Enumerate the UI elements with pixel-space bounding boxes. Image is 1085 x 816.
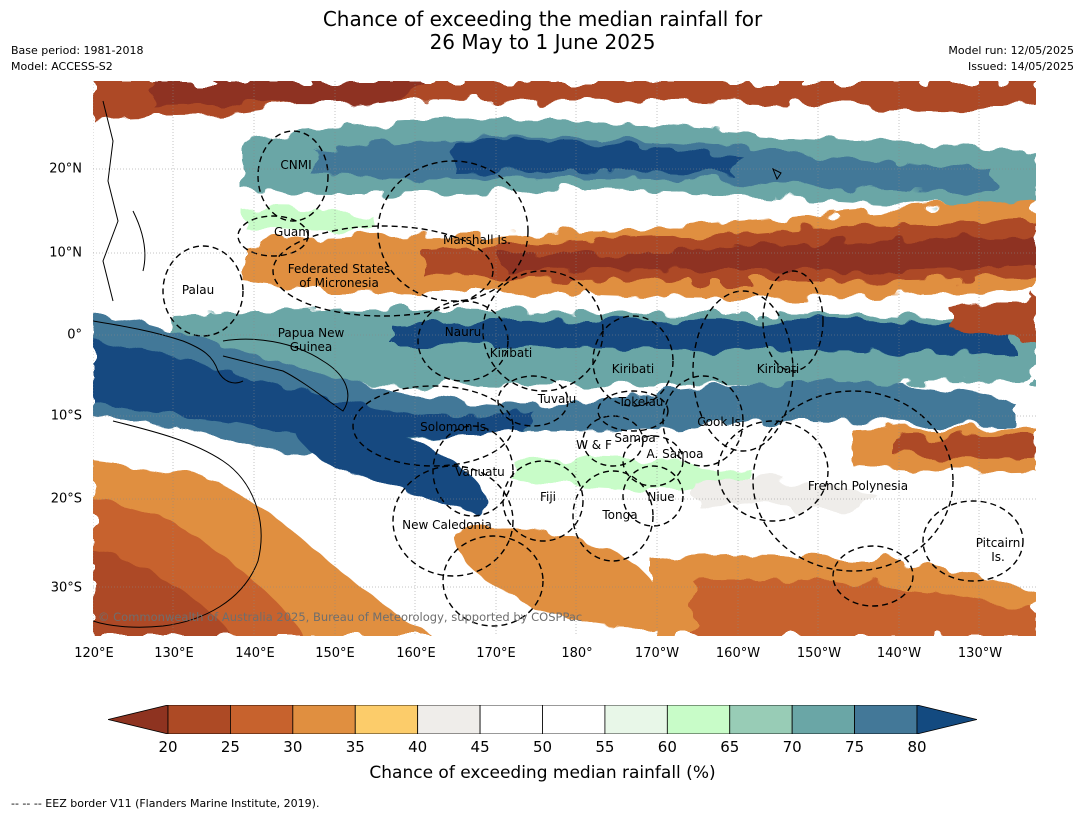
base-period: Base period: 1981-2018 — [11, 44, 144, 57]
label-kiribati-central: Kiribati — [611, 362, 655, 376]
label-french-polynesia: French Polynesia — [807, 479, 909, 493]
label-niue: Niue — [647, 490, 675, 504]
lon-label-180: 180° — [561, 646, 593, 661]
lat-label-30s: 30°S — [50, 580, 82, 596]
colorbar-segment — [604, 705, 668, 734]
colorbar-segment — [542, 705, 606, 734]
label-guam: Guam — [274, 225, 310, 239]
issued-date: Issued: 14/05/2025 — [967, 60, 1074, 73]
colorbar-tick-label: 40 — [408, 738, 428, 756]
lon-label-120e: 120°E — [74, 646, 114, 661]
colorbar-segment — [479, 705, 543, 734]
label-cook-islands: Cook Is. — [697, 415, 745, 429]
label-vanuatu: Vanuatu — [455, 465, 505, 479]
lon-label-160w: 160°W — [715, 646, 761, 661]
map-title: Chance of exceeding the median rainfall … — [0, 8, 1085, 54]
colorbar-label: Chance of exceeding median rainfall (%) — [369, 763, 716, 783]
label-cnmi: CNMI — [280, 158, 312, 172]
model-name: Model: ACCESS-S2 — [11, 60, 113, 73]
colorbar-tick-label: 80 — [907, 738, 927, 756]
colorbar-segment — [167, 705, 231, 734]
colorbar-segment — [230, 705, 294, 734]
label-pitcairn-islands: Pitcairn Is. — [976, 536, 1021, 564]
lon-label-130w: 130°W — [957, 646, 1003, 661]
colorbar-under-arrow — [108, 705, 169, 734]
rainfall-bands — [93, 81, 1036, 636]
rainfall-map — [93, 81, 1036, 636]
label-pitcairn-line-1: Pitcairn — [975, 536, 1021, 550]
label-new-caledonia: New Caledonia — [402, 518, 492, 532]
label-federated-states-of-micronesia: Federated States of Micronesia — [288, 262, 390, 290]
lat-label-10s: 10°S — [50, 408, 82, 424]
lat-label-20s: 20°S — [50, 491, 82, 507]
lon-label-140e: 140°E — [235, 646, 275, 661]
label-palau: Palau — [181, 283, 215, 297]
graticule — [93, 81, 1036, 636]
meta-left: Base period: 1981-2018 Model: ACCESS-S2 — [11, 43, 143, 75]
eez-borders — [162, 130, 1024, 627]
colorbar-segment — [666, 705, 731, 734]
lon-label-130e: 130°E — [154, 646, 194, 661]
label-pitcairn-line-2: Is. — [991, 550, 1005, 564]
copyright-notice: © Commonwealth of Australia 2025, Bureau… — [98, 610, 583, 624]
meta-right: Model run: 12/05/2025 Issued: 14/05/2025 — [948, 43, 1074, 75]
lon-label-140w: 140°W — [876, 646, 922, 661]
label-american-samoa: A. Samoa — [646, 447, 704, 461]
title-line-1: Chance of exceeding the median rainfall … — [322, 7, 763, 31]
eez-footnote: -- -- -- EEZ border V11 (Flanders Marine… — [11, 797, 320, 810]
lat-label-20n: 20°N — [49, 161, 82, 177]
model-run: Model run: 12/05/2025 — [948, 44, 1074, 57]
label-kiribati-east: Kiribati — [756, 362, 800, 376]
lat-label-0: 0° — [67, 327, 82, 343]
coastlines — [93, 100, 782, 628]
label-tokelau: Tokelau — [618, 395, 664, 409]
label-kiribati-west: Kiribati — [489, 346, 533, 360]
label-png-line-2: Guinea — [289, 340, 333, 354]
colorbar-tick-label: 50 — [532, 738, 553, 756]
label-wallis-futuna: W & F — [576, 438, 612, 452]
label-png-line-1: Papua New — [277, 326, 345, 340]
colorbar-tick-label: 35 — [345, 738, 365, 756]
label-marshall-islands: Marshall Is. — [443, 233, 511, 247]
lon-label-170e: 170°E — [476, 646, 516, 661]
lat-label-10n: 10°N — [49, 245, 82, 261]
label-tuvalu: Tuvalu — [537, 392, 577, 406]
rainfall-map-graphic — [93, 81, 1036, 636]
title-line-2: 26 May to 1 June 2025 — [429, 30, 656, 54]
label-papua-new-guinea: Papua New Guinea — [278, 326, 345, 354]
colorbar-tick-label: 60 — [657, 738, 677, 756]
colorbar-segment — [791, 705, 855, 734]
colorbar-over-arrow — [916, 705, 977, 734]
colorbar-tick-label: 30 — [283, 738, 303, 756]
label-fsm-line-1: Federated States — [287, 262, 391, 276]
label-solomon-islands: Solomon Is. — [420, 420, 490, 434]
colorbar-tick-label: 65 — [720, 738, 740, 756]
colorbar-tick-label: 70 — [782, 738, 802, 756]
colorbar-segment — [729, 705, 793, 734]
lon-label-150e: 150°E — [315, 646, 355, 661]
label-samoa: Samoa — [614, 431, 656, 445]
lon-label-160e: 160°E — [396, 646, 436, 661]
label-fiji: Fiji — [539, 490, 557, 504]
lon-label-170w: 170°W — [634, 646, 680, 661]
colorbar-tick-label: 25 — [220, 738, 240, 756]
colorbar-segment — [854, 705, 918, 734]
label-fsm-line-2: of Micronesia — [299, 276, 379, 290]
colorbar-tick-label: 75 — [845, 738, 865, 756]
colorbar-tick-label: 55 — [595, 738, 615, 756]
colorbar — [108, 705, 977, 734]
colorbar-segment — [417, 705, 481, 734]
label-tonga: Tonga — [602, 508, 638, 522]
colorbar-segment — [292, 705, 356, 734]
label-nauru: Nauru — [444, 325, 482, 339]
colorbar-tick-label: 45 — [470, 738, 490, 756]
colorbar-segment — [354, 705, 419, 734]
colorbar-segments — [108, 705, 977, 734]
colorbar-tick-label: 20 — [158, 738, 178, 756]
lon-label-150w: 150°W — [796, 646, 842, 661]
